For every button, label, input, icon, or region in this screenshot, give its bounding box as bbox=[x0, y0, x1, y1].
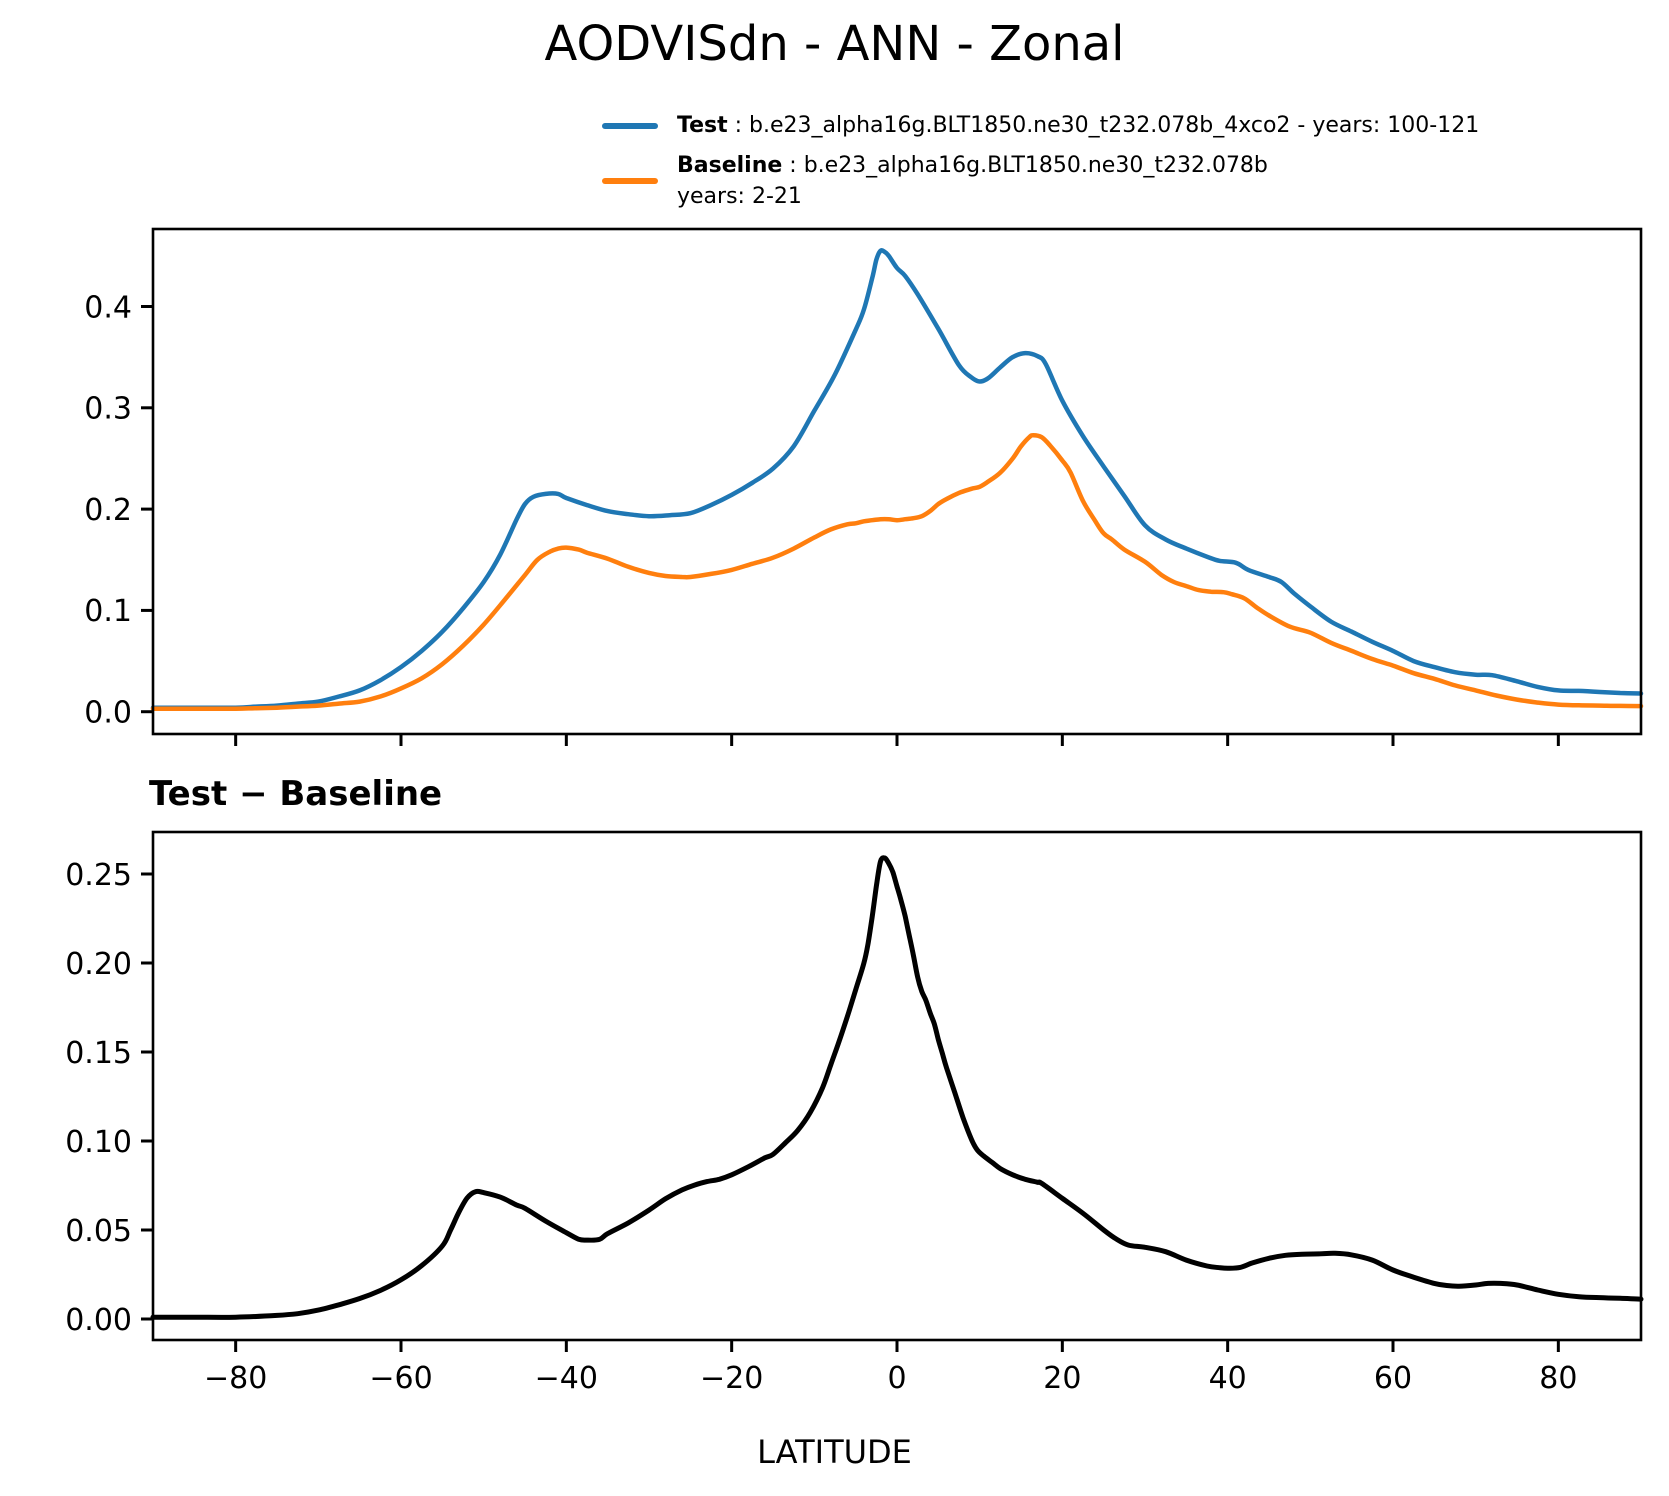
legend-label-baseline: Baseline : b.e23_alpha16g.BLT1850.ne30_t… bbox=[677, 150, 1268, 212]
legend-label-test: Test : b.e23_alpha16g.BLT1850.ne30_t232.… bbox=[677, 113, 1480, 138]
figure-title: AODVISdn - ANN - Zonal bbox=[544, 16, 1125, 72]
test-baseline-line bbox=[150, 855, 1644, 1320]
x-tick-label: 20 bbox=[1043, 1361, 1081, 1396]
y-tick-label: 0.15 bbox=[65, 1036, 132, 1071]
top-plot: 0.0 0.1 0.2 0.3 0.4 bbox=[84, 227, 1644, 746]
legend-entry-baseline: Baseline : b.e23_alpha16g.BLT1850.ne30_t… bbox=[602, 150, 1479, 212]
x-tick-label: 40 bbox=[1209, 1361, 1247, 1396]
y-tick-label: 0.0 bbox=[84, 696, 132, 731]
legend-entry-test: Test : b.e23_alpha16g.BLT1850.ne30_t232.… bbox=[602, 110, 1479, 141]
y-tick-label: 0.00 bbox=[65, 1303, 132, 1338]
x-tick-label: −80 bbox=[204, 1361, 267, 1396]
y-tick-label: 0.05 bbox=[65, 1214, 132, 1249]
x-tick-label: −60 bbox=[369, 1361, 432, 1396]
y-tick-label: 0.3 bbox=[84, 392, 132, 427]
test-line-swatch bbox=[602, 122, 658, 129]
bottom-plot-spines bbox=[151, 830, 1643, 1342]
x-tick-label: 0 bbox=[887, 1361, 906, 1396]
legend: Test : b.e23_alpha16g.BLT1850.ne30_t232.… bbox=[602, 110, 1479, 212]
legend-label-baseline-years: years: 2-21 bbox=[677, 184, 802, 209]
y-tick-label: 0.1 bbox=[84, 594, 132, 629]
x-tick-label: −20 bbox=[700, 1361, 763, 1396]
test-line bbox=[150, 247, 1644, 710]
y-tick-label: 0.2 bbox=[84, 493, 132, 528]
x-tick-label: −40 bbox=[535, 1361, 598, 1396]
x-tick-label: 80 bbox=[1539, 1361, 1577, 1396]
x-tick-label: 60 bbox=[1374, 1361, 1412, 1396]
baseline-line-swatch bbox=[602, 178, 658, 184]
x-axis-label: LATITUDE bbox=[757, 1433, 912, 1471]
bottom-plot: −80 −60 −40 −20 0 20 40 60 80 0.00 0.05 0.10 0.15 0.2… bbox=[65, 830, 1644, 1396]
baseline-line bbox=[150, 432, 1644, 711]
top-plot-spines bbox=[151, 227, 1643, 736]
y-tick-label: 0.25 bbox=[65, 858, 132, 893]
y-tick-label: 0.4 bbox=[84, 290, 132, 325]
y-tick-label: 0.10 bbox=[65, 1125, 132, 1160]
y-tick-label: 0.20 bbox=[65, 947, 132, 982]
subplot-title-diff: Test − Baseline bbox=[149, 774, 443, 814]
